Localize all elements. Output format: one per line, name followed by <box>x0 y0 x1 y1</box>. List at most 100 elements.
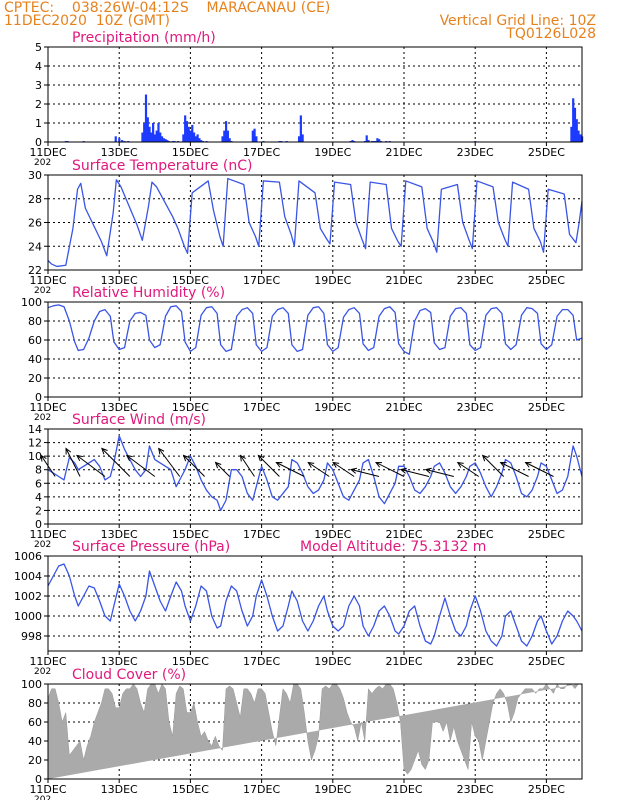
precip-bar <box>301 134 304 142</box>
wind-vector-head <box>332 461 340 468</box>
wind-vector-head <box>158 447 165 455</box>
panel-5: 998 1000 1002 1004 1006 11DEC 13DEC 15DEC 17DEC 1… <box>14 539 583 677</box>
wind-vector <box>276 462 305 477</box>
precip-bar <box>143 123 146 142</box>
series-line <box>47 435 583 512</box>
panel-title: Surface Pressure (hPa) <box>72 539 230 555</box>
x-tick-label: 15DEC <box>172 655 209 668</box>
panel-frame <box>47 174 583 271</box>
x-tick-label: 23DEC <box>457 146 494 159</box>
y-tick-label: 0 <box>35 518 42 531</box>
precip-bar <box>146 117 149 142</box>
y-tick-label: 1006 <box>14 550 42 563</box>
cloud-cover-area <box>47 683 579 779</box>
panel-6: 0 20 40 60 80 100 11DEC 13DEC 15DEC 17DEC 19DEC 21D… <box>21 667 583 800</box>
x-tick-label: 15DEC <box>172 401 209 414</box>
y-tick-label: 22 <box>28 264 42 277</box>
panel-title: Surface Temperature (nC) <box>72 158 253 174</box>
precip-bar <box>194 136 197 142</box>
grid-line-note: Vertical Grid Line: 10Z <box>439 13 596 29</box>
x-tick-label: 17DEC <box>243 783 280 796</box>
chart-header: CPTEC: 038:26W-04:12S MARACANAU (CE) 11D… <box>0 0 618 48</box>
x-tick-label: 13DEC <box>101 783 138 796</box>
wind-vector <box>101 448 131 477</box>
x-tick-label: 11DEC <box>29 401 66 414</box>
panel-3: 0 20 40 60 80 100 11DEC 13DEC 15DEC 17DEC 19DEC 21D… <box>21 285 583 423</box>
wind-vector <box>258 455 280 477</box>
wind-vector-head <box>214 461 222 469</box>
x-tick-label: 15DEC <box>172 146 209 159</box>
series-line <box>47 304 583 355</box>
precip-bar <box>162 138 165 142</box>
wind-vector-head <box>456 461 464 468</box>
precip-bar <box>157 123 160 142</box>
series-line <box>47 177 583 268</box>
run-date-line: 11DEC2020 10Z (GMT) <box>4 13 171 29</box>
precip-bar <box>148 126 151 142</box>
wind-vector-head <box>424 467 432 474</box>
y-tick-label: 30 <box>28 169 42 182</box>
year-label: 202 <box>34 795 51 800</box>
panel-title: Cloud Cover (%) <box>72 667 186 683</box>
y-tick-label: 2 <box>35 98 42 111</box>
y-tick-label: 12 <box>28 437 42 450</box>
panel-title: Surface Wind (m/s) <box>72 412 206 428</box>
x-tick-label: 17DEC <box>243 401 280 414</box>
x-tick-label: 21DEC <box>385 528 422 541</box>
wind-vector <box>65 448 81 477</box>
precip-bar <box>114 136 117 142</box>
precip-bar <box>118 138 121 142</box>
precip-bar <box>573 107 577 142</box>
x-tick-label: 21DEC <box>385 146 422 159</box>
wind-vector-head <box>65 447 72 455</box>
y-tick-label: 80 <box>28 697 42 710</box>
x-tick-label: 25DEC <box>528 655 565 668</box>
precip-bar <box>299 115 302 142</box>
y-tick-label: 5 <box>35 41 42 54</box>
year-label: 202 <box>34 540 51 550</box>
x-tick-label: 21DEC <box>385 401 422 414</box>
y-tick-label: 4 <box>35 491 42 504</box>
wind-vector-head <box>40 454 47 462</box>
y-tick-label: 100 <box>21 296 42 309</box>
x-tick-label: 23DEC <box>457 401 494 414</box>
precip-bar <box>185 121 189 142</box>
y-tick-label: 40 <box>28 353 42 366</box>
panel-title: Relative Humidity (%) <box>72 285 225 301</box>
x-tick-label: 19DEC <box>314 146 351 159</box>
x-tick-label: 25DEC <box>528 783 565 796</box>
wind-vector <box>375 462 405 477</box>
panel-frame <box>47 683 583 780</box>
x-tick-label: 15DEC <box>172 274 209 287</box>
precip-bar <box>226 130 229 142</box>
wind-vector-head <box>374 461 383 468</box>
y-tick-label: 4 <box>35 60 42 73</box>
y-tick-label: 100 <box>21 678 42 691</box>
y-tick-label: 998 <box>21 630 42 643</box>
x-tick-label: 15DEC <box>172 528 209 541</box>
x-tick-label: 11DEC <box>29 783 66 796</box>
precip-bar <box>192 132 196 142</box>
panel-frame <box>47 555 583 652</box>
y-tick-label: 60 <box>28 334 42 347</box>
x-tick-label: 21DEC <box>385 783 422 796</box>
x-tick-label: 25DEC <box>528 528 565 541</box>
wind-vector-head <box>524 461 532 468</box>
wind-vector <box>332 462 355 477</box>
wind-vector <box>240 455 255 477</box>
x-tick-label: 13DEC <box>101 146 138 159</box>
x-tick-label: 11DEC <box>29 274 66 287</box>
precip-bar <box>223 130 226 142</box>
year-label: 202 <box>34 413 51 423</box>
precip-bar <box>184 115 187 142</box>
x-tick-label: 13DEC <box>101 655 138 668</box>
wind-vector <box>158 448 181 477</box>
precip-bar <box>121 140 124 142</box>
x-tick-label: 25DEC <box>528 401 565 414</box>
precip-bar <box>351 140 354 142</box>
x-tick-label: 19DEC <box>314 783 351 796</box>
year-label: 202 <box>34 667 51 677</box>
wind-vector-head <box>399 467 407 474</box>
y-tick-label: 8 <box>35 464 42 477</box>
year-label: 202 <box>34 286 51 296</box>
